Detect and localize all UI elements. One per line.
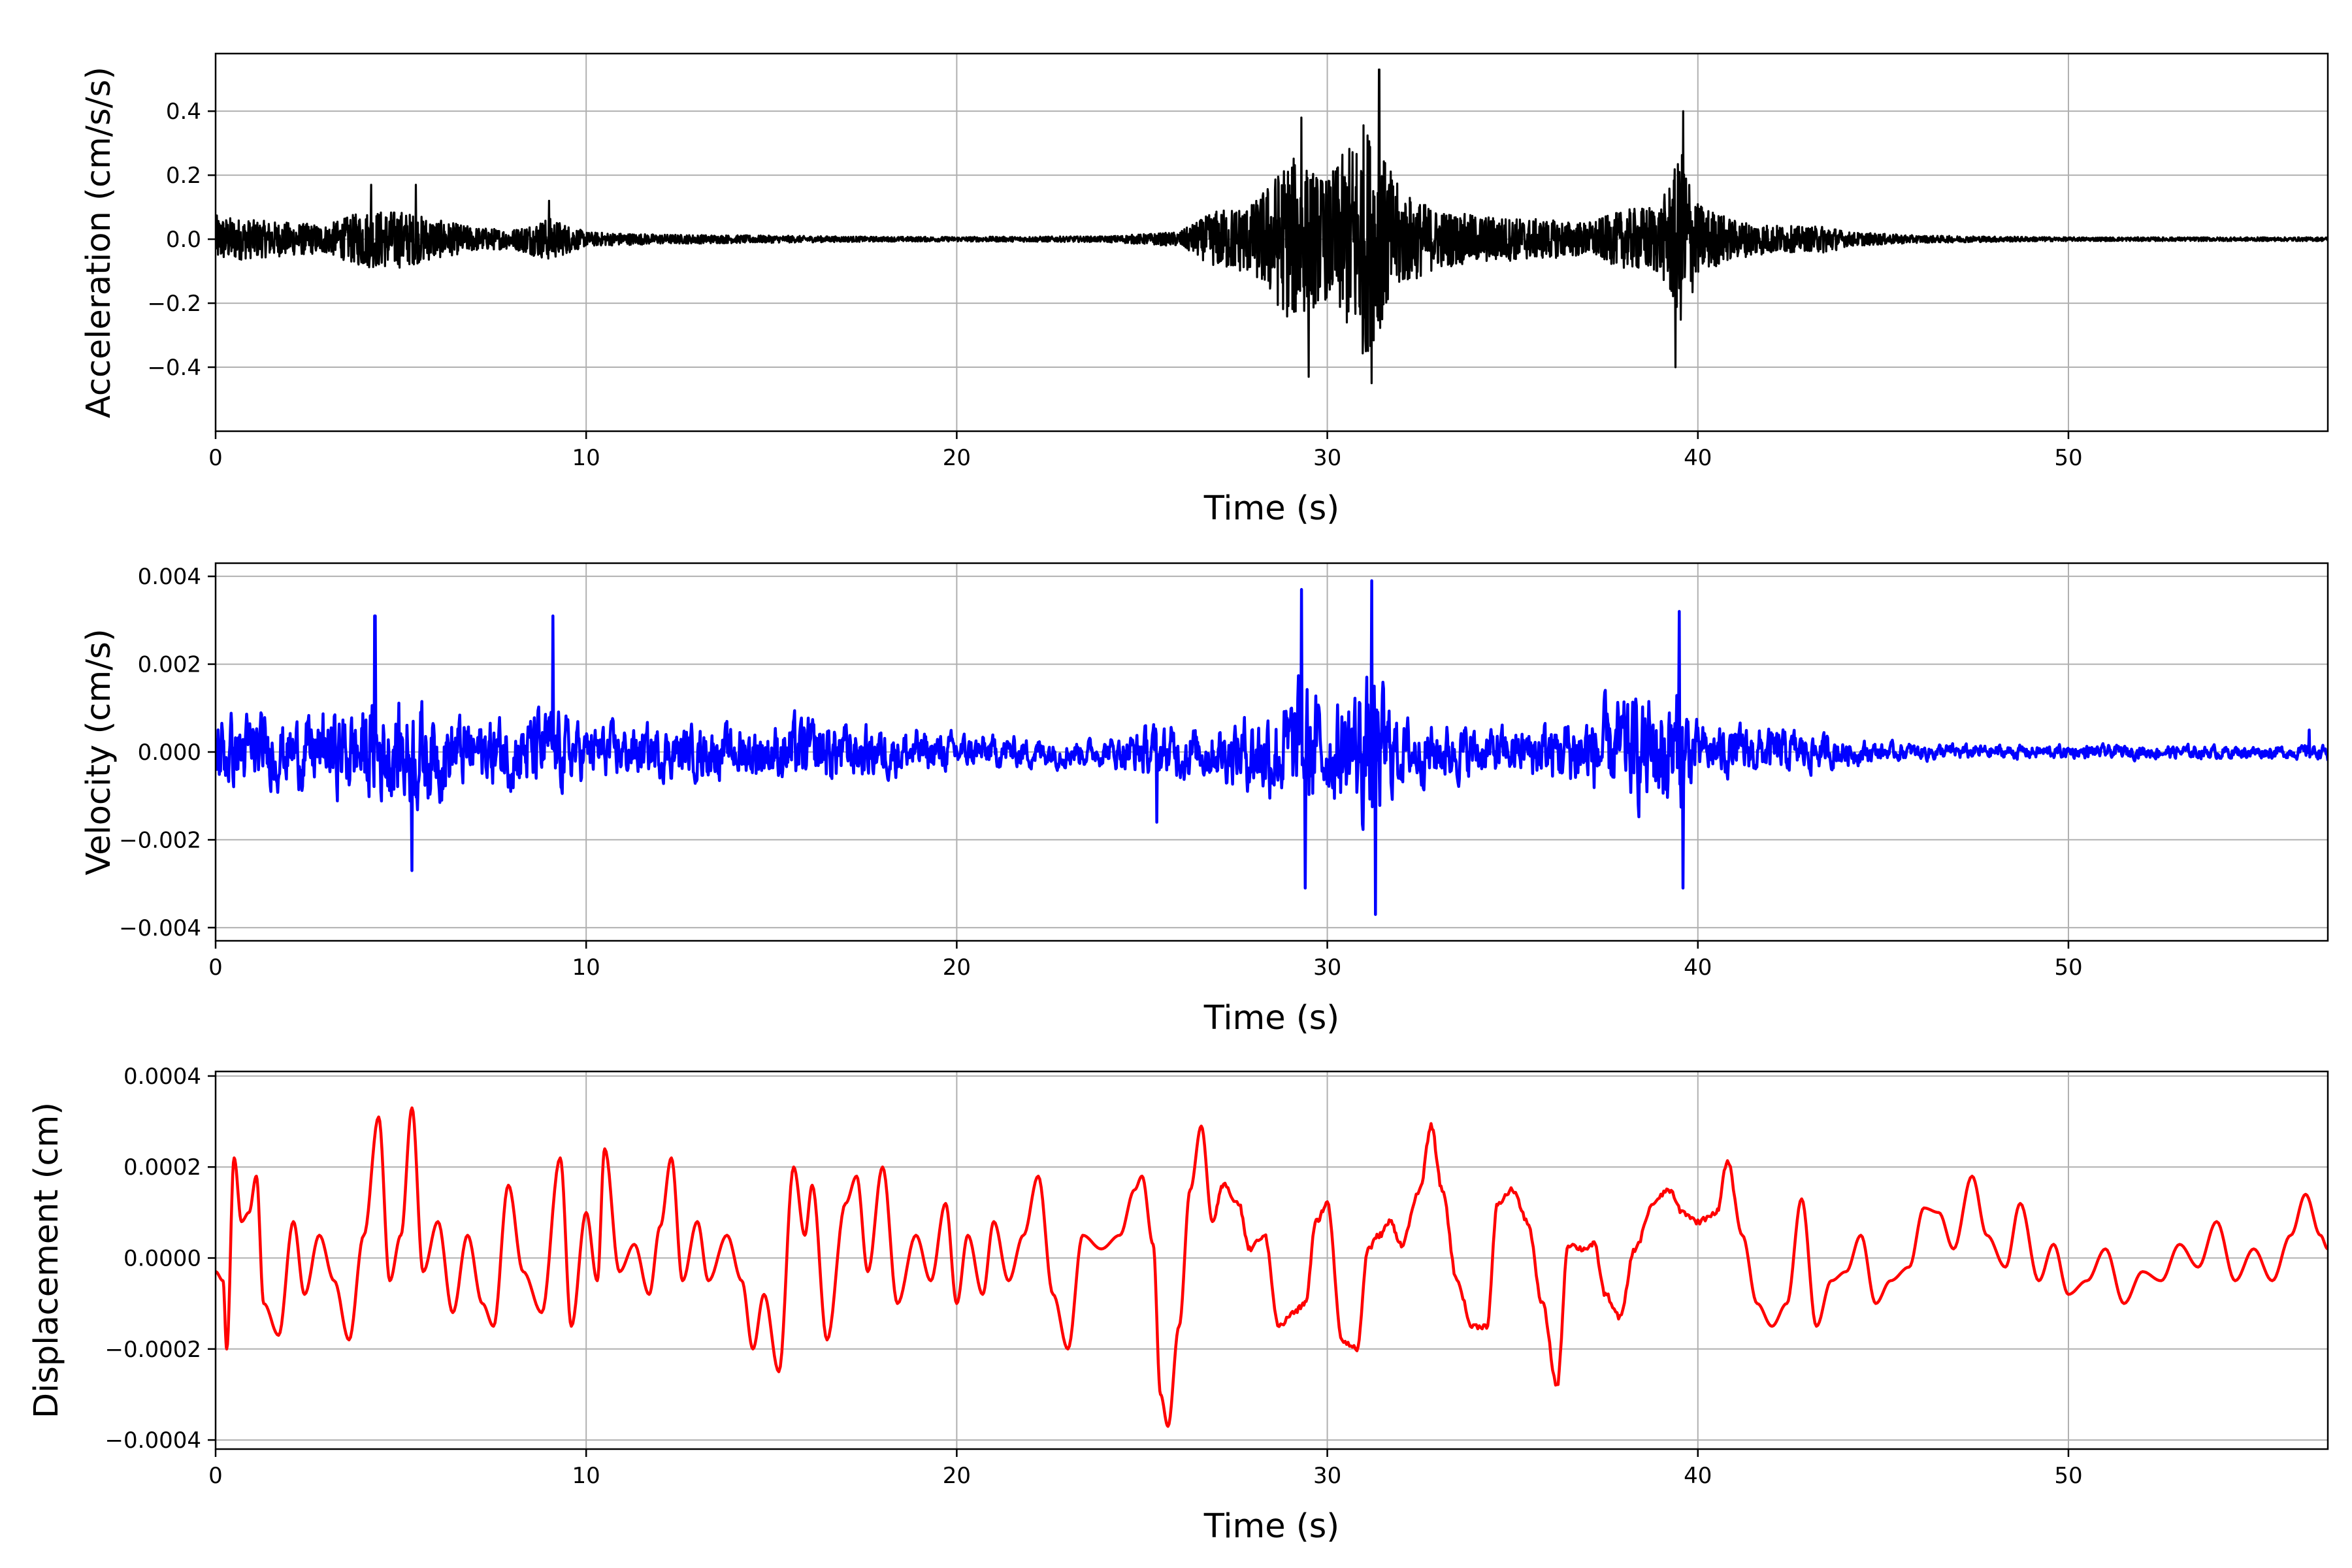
acceleration-panel: 0 10 20 30 40 50 −0.4 −0.2 0.0 0.2 0.4 Time (s) Acce…: [80, 52, 2329, 528]
velocity-series-line: [216, 579, 2328, 916]
displacement-panel: 0 10 20 30 40 50 −0.0004 −0.0002 0.0000 0.0002 0.0…: [27, 1064, 2329, 1546]
velocity-x-tick-label: 50: [2054, 955, 2082, 981]
acceleration-x-axis-label: Time (s): [1203, 489, 1339, 528]
displacement-series-line: [216, 1106, 2328, 1428]
velocity-x-tick-label: 10: [572, 955, 600, 981]
acceleration-x-tick-label: 40: [1684, 445, 1712, 471]
displacement-axes-frame: [214, 1070, 2329, 1450]
acceleration-series-line: [216, 68, 2328, 385]
acceleration-y-tick-label: 0.2: [166, 163, 201, 189]
velocity-y-axis-label: Velocity (cm/s): [80, 629, 118, 875]
displacement-x-tick-label: 50: [2054, 1463, 2082, 1489]
displacement-y-tick-label: −0.0004: [105, 1428, 201, 1454]
displacement-x-tick-label: 20: [943, 1463, 971, 1489]
velocity-x-tick-label: 20: [943, 955, 971, 981]
velocity-y-tick-label: 0.000: [138, 740, 201, 766]
acceleration-axes-frame: [214, 52, 2329, 433]
displacement-x-tick-label: 10: [572, 1463, 600, 1489]
chart-panels: 0 10 20 30 40 50 −0.4 −0.2 0.0 0.2 0.4 Time (s) Acce…: [27, 52, 2329, 1546]
displacement-x-axis-label: Time (s): [1203, 1507, 1339, 1546]
velocity-y-tick-label: 0.002: [138, 652, 201, 678]
velocity-y-tick-label: −0.004: [119, 915, 201, 941]
displacement-x-tick-label: 30: [1313, 1463, 1341, 1489]
displacement-y-tick-label: 0.0004: [123, 1064, 201, 1090]
velocity-panel: 0 10 20 30 40 50 −0.004 −0.002 0.000 0.002 0.004 Ti…: [80, 562, 2329, 1037]
displacement-y-tick-label: 0.0000: [123, 1246, 201, 1272]
acceleration-y-tick-label: −0.2: [147, 291, 201, 317]
acceleration-y-axis-label: Acceleration (cm/s/s): [80, 67, 118, 418]
acceleration-x-tick-label: 50: [2054, 445, 2082, 471]
acceleration-x-tick-label: 30: [1313, 445, 1341, 471]
velocity-x-tick-label: 0: [208, 955, 223, 981]
velocity-x-axis-label: Time (s): [1203, 999, 1339, 1037]
displacement-x-tick-label: 40: [1684, 1463, 1712, 1489]
velocity-y-tick-label: 0.004: [138, 564, 201, 590]
acceleration-y-tick-label: −0.4: [147, 355, 201, 381]
displacement-y-tick-label: 0.0002: [123, 1154, 201, 1181]
acceleration-x-tick-label: 20: [943, 445, 971, 471]
acceleration-y-tick-label: 0.4: [166, 99, 201, 125]
velocity-x-tick-label: 40: [1684, 955, 1712, 981]
displacement-y-tick-label: −0.0002: [105, 1337, 201, 1363]
acceleration-y-tick-label: 0.0: [166, 227, 201, 253]
velocity-y-tick-label: −0.002: [119, 827, 201, 853]
displacement-y-axis-label: Displacement (cm): [27, 1102, 66, 1418]
acceleration-x-tick-label: 10: [572, 445, 600, 471]
velocity-x-tick-label: 30: [1313, 955, 1341, 981]
acceleration-x-tick-label: 0: [208, 445, 223, 471]
displacement-x-tick-label: 0: [208, 1463, 223, 1489]
